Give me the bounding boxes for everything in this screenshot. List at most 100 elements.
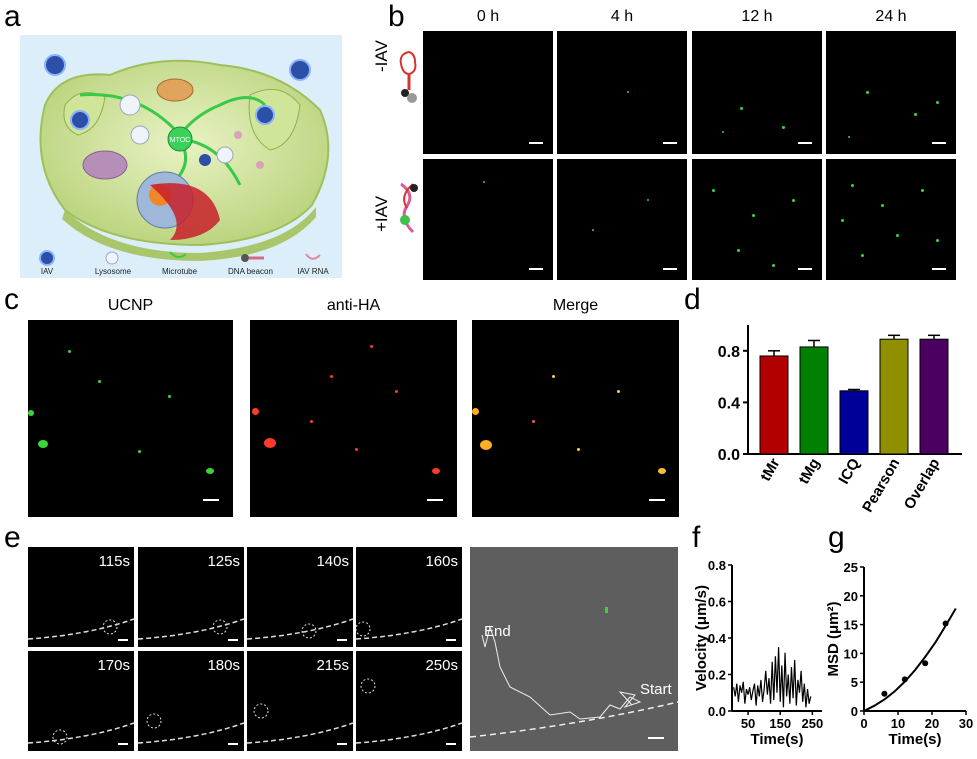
b-col-12h: 12 h bbox=[741, 8, 773, 25]
d-category-label: Pearson bbox=[859, 456, 903, 516]
e-time-label: 125s bbox=[207, 553, 240, 570]
g-data-point bbox=[881, 690, 888, 697]
e-frame-115s: 115s bbox=[28, 547, 134, 647]
trajectory-end-label: End bbox=[484, 623, 511, 640]
e-frame-215s: 215s bbox=[247, 651, 353, 751]
g-y-tick-label: 0 bbox=[851, 704, 858, 719]
legend-iav: IAV bbox=[40, 267, 54, 276]
f-y-tick-label: 0.8 bbox=[708, 558, 726, 573]
chart-d-bars bbox=[759, 334, 949, 455]
d-y-tick-label: 0.8 bbox=[718, 344, 740, 361]
e-frame-125s: 125s bbox=[138, 547, 244, 647]
d-bar-Overlap bbox=[919, 338, 949, 455]
e-frame-160s: 160s bbox=[356, 547, 462, 647]
b-col-4h: 4 h bbox=[610, 8, 634, 25]
b-plus-0h-image bbox=[423, 159, 553, 280]
legend-microtube: Microtube bbox=[161, 267, 198, 276]
e-trajectory-image: End Start bbox=[470, 547, 678, 751]
b-minus-4h-image bbox=[557, 31, 687, 154]
c-merge-image bbox=[472, 320, 679, 517]
g-y-tick-label: 25 bbox=[844, 560, 858, 575]
e-frame-140s: 140s bbox=[247, 547, 353, 647]
c-col-ucnp: UCNP bbox=[107, 297, 154, 314]
g-data-point bbox=[922, 660, 929, 667]
panel-label-f: f bbox=[692, 521, 701, 554]
f-y-axis-label: Velocity (μm/s) bbox=[694, 585, 710, 691]
chart-f-series bbox=[733, 647, 812, 708]
chart-g-axes: 0 5 10 15 20 25 0 10 20 30 Time(s) MSD (μm²) bbox=[826, 560, 973, 748]
cell-drawing: MTOC bbox=[39, 54, 330, 266]
f-y-tick-label: 0.6 bbox=[708, 595, 726, 610]
f-velocity-line bbox=[733, 647, 812, 708]
d-bar-ICQ bbox=[839, 390, 869, 455]
e-time-label: 170s bbox=[97, 657, 130, 674]
panel-label-e: e bbox=[4, 521, 21, 554]
f-y-tick-label: 0.2 bbox=[708, 668, 726, 683]
g-x-tick-label: 30 bbox=[959, 716, 973, 731]
e-time-label: 115s bbox=[98, 553, 130, 570]
e-time-label: 250s bbox=[425, 657, 458, 674]
chart-g: 0 5 10 15 20 25 0 10 20 30 Time(s) MSD (μm²) bbox=[826, 560, 973, 748]
panel-label-a: a bbox=[4, 0, 21, 33]
b-col-0h: 0 h bbox=[476, 8, 500, 25]
d-bar-tMr bbox=[759, 355, 789, 455]
e-frame-180s: 180s bbox=[138, 651, 244, 751]
b-row-minus-iav: -IAV bbox=[372, 40, 391, 72]
g-x-tick-label: 20 bbox=[925, 716, 939, 731]
g-y-tick-label: 5 bbox=[851, 675, 858, 690]
g-data-point bbox=[901, 676, 908, 683]
g-fit-curve bbox=[863, 607, 957, 712]
g-y-axis-label: MSD (μm²) bbox=[826, 601, 842, 676]
panel-label-b: b bbox=[388, 0, 405, 33]
d-bar-tMg bbox=[799, 346, 829, 455]
g-y-tick-label: 20 bbox=[844, 589, 858, 604]
chart-g-series bbox=[863, 607, 957, 712]
b-row-plus-iav: +IAV bbox=[372, 195, 391, 232]
trajectory-start-label: Start bbox=[640, 681, 672, 698]
b-col-24h: 24 h bbox=[875, 8, 907, 25]
legend-dna-beacon: DNA beacon bbox=[228, 267, 273, 276]
b-plus-24h-image bbox=[826, 159, 956, 280]
g-x-axis-label: Time(s) bbox=[888, 731, 941, 748]
d-category-label: Overlap bbox=[901, 456, 944, 513]
d-bar-Pearson bbox=[879, 338, 909, 455]
e-time-label: 180s bbox=[207, 657, 240, 674]
g-y-tick-label: 10 bbox=[844, 646, 858, 661]
e-frame-250s: 250s bbox=[356, 651, 462, 751]
e-time-label: 160s bbox=[425, 553, 458, 570]
c-col-anti-ha: anti-HA bbox=[326, 297, 381, 314]
e-time-label: 140s bbox=[316, 553, 349, 570]
f-x-tick-label: 50 bbox=[741, 716, 755, 731]
d-y-tick-label: 0.4 bbox=[718, 395, 740, 412]
e-time-label: 215s bbox=[316, 657, 349, 674]
panel-label-g: g bbox=[828, 521, 845, 554]
d-y-tick-label: 0.0 bbox=[718, 447, 740, 464]
f-y-tick-label: 0.0 bbox=[708, 704, 726, 719]
g-data-point bbox=[942, 620, 949, 627]
legend-lysosome: Lysosome bbox=[94, 267, 132, 276]
mtoc-label: MTOC bbox=[170, 137, 190, 144]
d-category-label: tMg bbox=[795, 456, 823, 488]
e-frame-170s: 170s bbox=[28, 651, 134, 751]
beacon-open-icon bbox=[400, 182, 418, 234]
f-x-tick-label: 250 bbox=[802, 716, 824, 731]
g-x-tick-label: 10 bbox=[891, 716, 905, 731]
b-plus-12h-image bbox=[692, 159, 822, 280]
cell-illustration: MTOC IAV Lysosome Microtube DNA beacon I… bbox=[20, 35, 342, 278]
c-col-merge: Merge bbox=[552, 297, 599, 314]
d-category-label: tMr bbox=[757, 455, 783, 484]
panel-label-c: c bbox=[4, 283, 19, 316]
f-x-tick-label: 150 bbox=[769, 716, 791, 731]
c-anti-ha-image bbox=[250, 320, 457, 517]
g-y-tick-label: 15 bbox=[844, 618, 858, 633]
b-minus-0h-image bbox=[423, 31, 553, 154]
g-x-tick-label: 0 bbox=[860, 716, 867, 731]
b-plus-4h-image bbox=[557, 159, 687, 280]
beacon-closed-icon bbox=[399, 50, 417, 103]
b-minus-12h-image bbox=[692, 31, 822, 154]
f-y-tick-label: 0.4 bbox=[708, 631, 727, 646]
f-x-axis-label: Time(s) bbox=[750, 731, 803, 748]
